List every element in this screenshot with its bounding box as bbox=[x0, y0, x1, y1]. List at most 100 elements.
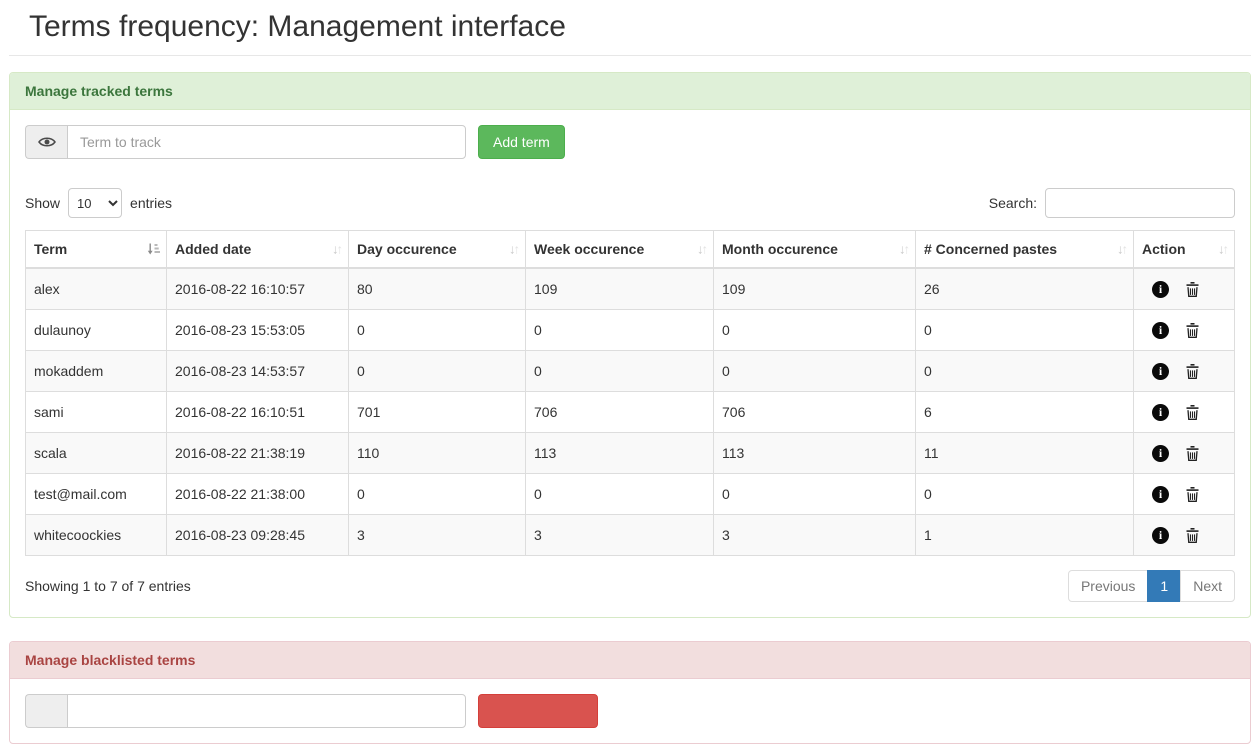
eye-icon bbox=[37, 137, 56, 147]
trash-icon[interactable] bbox=[1186, 445, 1199, 461]
trash-icon[interactable] bbox=[1186, 363, 1199, 379]
trash-icon[interactable] bbox=[1186, 486, 1199, 502]
cell-action bbox=[1133, 473, 1235, 515]
blacklist-addon bbox=[25, 694, 67, 728]
cell-day-occurence: 0 bbox=[348, 473, 526, 515]
page-title: Terms frequency: Management interface bbox=[29, 10, 566, 43]
cell-month-occurence: 706 bbox=[713, 391, 916, 433]
page-length-select[interactable]: 10 bbox=[68, 188, 123, 218]
info-icon[interactable] bbox=[1152, 485, 1169, 503]
page-length-control: Show 10 entries bbox=[25, 188, 172, 218]
cell-added-date: 2016-08-22 16:10:51 bbox=[166, 391, 349, 433]
cell-added-date: 2016-08-22 21:38:19 bbox=[166, 432, 349, 474]
column-label: Added date bbox=[175, 241, 252, 257]
table-controls: Show 10 entries Search: bbox=[25, 188, 1235, 218]
search-control: Search: bbox=[989, 188, 1235, 218]
cell-action bbox=[1133, 309, 1235, 351]
column-header-concerned-pastes[interactable]: # Concerned pastes bbox=[915, 230, 1134, 269]
blacklisted-terms-panel: Manage blacklisted terms bbox=[9, 641, 1251, 744]
sort-both-icon bbox=[1218, 243, 1227, 256]
cell-concerned-pastes: 11 bbox=[915, 432, 1134, 474]
cell-term: test@mail.com bbox=[25, 473, 167, 515]
info-icon[interactable] bbox=[1152, 526, 1169, 544]
cell-action bbox=[1133, 432, 1235, 474]
table-header: Term bbox=[25, 230, 1235, 269]
cell-day-occurence: 80 bbox=[348, 267, 526, 310]
blacklist-term-input[interactable] bbox=[67, 694, 466, 728]
column-label: Day occurence bbox=[357, 241, 457, 257]
sort-both-icon bbox=[697, 243, 706, 256]
column-header-action[interactable]: Action bbox=[1133, 230, 1235, 269]
blacklisted-terms-panel-body bbox=[10, 679, 1250, 743]
sort-ascending-icon bbox=[147, 243, 160, 256]
cell-term: whitecoockies bbox=[25, 514, 167, 556]
column-header-month-occurence[interactable]: Month occurence bbox=[713, 230, 916, 269]
table-row: alex 2016-08-22 16:10:57 80 109 109 26 bbox=[25, 267, 1235, 310]
column-label: # Concerned pastes bbox=[924, 241, 1058, 257]
cell-term: mokaddem bbox=[25, 350, 167, 392]
cell-action bbox=[1133, 350, 1235, 392]
info-icon[interactable] bbox=[1152, 280, 1169, 298]
info-icon[interactable] bbox=[1152, 403, 1169, 421]
add-term-button[interactable]: Add term bbox=[478, 125, 565, 159]
cell-action bbox=[1133, 391, 1235, 433]
term-to-track-input[interactable] bbox=[67, 125, 466, 159]
cell-month-occurence: 113 bbox=[713, 432, 916, 474]
blacklist-term-row bbox=[25, 694, 1235, 728]
cell-week-occurence: 0 bbox=[525, 473, 714, 515]
column-label: Month occurence bbox=[722, 241, 838, 257]
column-header-term[interactable]: Term bbox=[25, 230, 167, 269]
tracked-terms-panel: Manage tracked terms Add term Show bbox=[9, 72, 1251, 618]
cell-day-occurence: 110 bbox=[348, 432, 526, 474]
info-icon[interactable] bbox=[1152, 321, 1169, 339]
cell-week-occurence: 3 bbox=[525, 514, 714, 556]
search-label: Search: bbox=[988, 195, 1037, 211]
show-label: Show bbox=[25, 195, 61, 211]
column-header-week-occurence[interactable]: Week occurence bbox=[525, 230, 714, 269]
pagination: Previous 1 Next bbox=[1067, 570, 1235, 602]
table-row: mokaddem 2016-08-23 14:53:57 0 0 0 0 bbox=[25, 350, 1235, 392]
sort-both-icon bbox=[1117, 243, 1126, 256]
cell-added-date: 2016-08-22 16:10:57 bbox=[166, 267, 349, 310]
column-label: Action bbox=[1142, 241, 1186, 257]
cell-added-date: 2016-08-23 09:28:45 bbox=[166, 514, 349, 556]
trash-icon[interactable] bbox=[1186, 527, 1199, 543]
column-header-added-date[interactable]: Added date bbox=[166, 230, 349, 269]
terms-table-body: alex 2016-08-22 16:10:57 80 109 109 26 bbox=[25, 267, 1235, 556]
tracked-terms-panel-body: Add term Show 10 entries Search: bbox=[10, 110, 1250, 617]
table-row: test@mail.com 2016-08-22 21:38:00 0 0 0 … bbox=[25, 473, 1235, 515]
cell-action bbox=[1133, 267, 1235, 310]
cell-month-occurence: 0 bbox=[713, 350, 916, 392]
title-divider bbox=[9, 55, 1251, 56]
search-input[interactable] bbox=[1045, 188, 1235, 218]
sort-both-icon bbox=[332, 243, 341, 256]
blacklisted-terms-panel-heading: Manage blacklisted terms bbox=[10, 642, 1250, 679]
cell-concerned-pastes: 1 bbox=[915, 514, 1134, 556]
cell-added-date: 2016-08-23 15:53:05 bbox=[166, 309, 349, 351]
cell-concerned-pastes: 0 bbox=[915, 309, 1134, 351]
cell-term: sami bbox=[25, 391, 167, 433]
column-header-day-occurence[interactable]: Day occurence bbox=[348, 230, 526, 269]
info-icon[interactable] bbox=[1152, 362, 1169, 380]
table-row: whitecoockies 2016-08-23 09:28:45 3 3 3 … bbox=[25, 514, 1235, 556]
column-label: Week occurence bbox=[534, 241, 645, 257]
pagination-page-1[interactable]: 1 bbox=[1147, 570, 1182, 602]
cell-week-occurence: 0 bbox=[525, 350, 714, 392]
pagination-previous[interactable]: Previous bbox=[1067, 570, 1149, 602]
cell-week-occurence: 706 bbox=[525, 391, 714, 433]
info-icon[interactable] bbox=[1152, 444, 1169, 462]
cell-day-occurence: 701 bbox=[348, 391, 526, 433]
trash-icon[interactable] bbox=[1186, 404, 1199, 420]
trash-icon[interactable] bbox=[1186, 322, 1199, 338]
cell-week-occurence: 109 bbox=[525, 267, 714, 310]
cell-term: scala bbox=[25, 432, 167, 474]
trash-icon[interactable] bbox=[1186, 281, 1199, 297]
table-footer: Showing 1 to 7 of 7 entries Previous 1 N… bbox=[25, 570, 1235, 602]
cell-added-date: 2016-08-23 14:53:57 bbox=[166, 350, 349, 392]
cell-day-occurence: 0 bbox=[348, 350, 526, 392]
cell-term: dulaunoy bbox=[25, 309, 167, 351]
blacklist-term-button[interactable] bbox=[478, 694, 598, 728]
cell-concerned-pastes: 6 bbox=[915, 391, 1134, 433]
entries-label: entries bbox=[130, 195, 173, 211]
pagination-next[interactable]: Next bbox=[1180, 570, 1235, 602]
